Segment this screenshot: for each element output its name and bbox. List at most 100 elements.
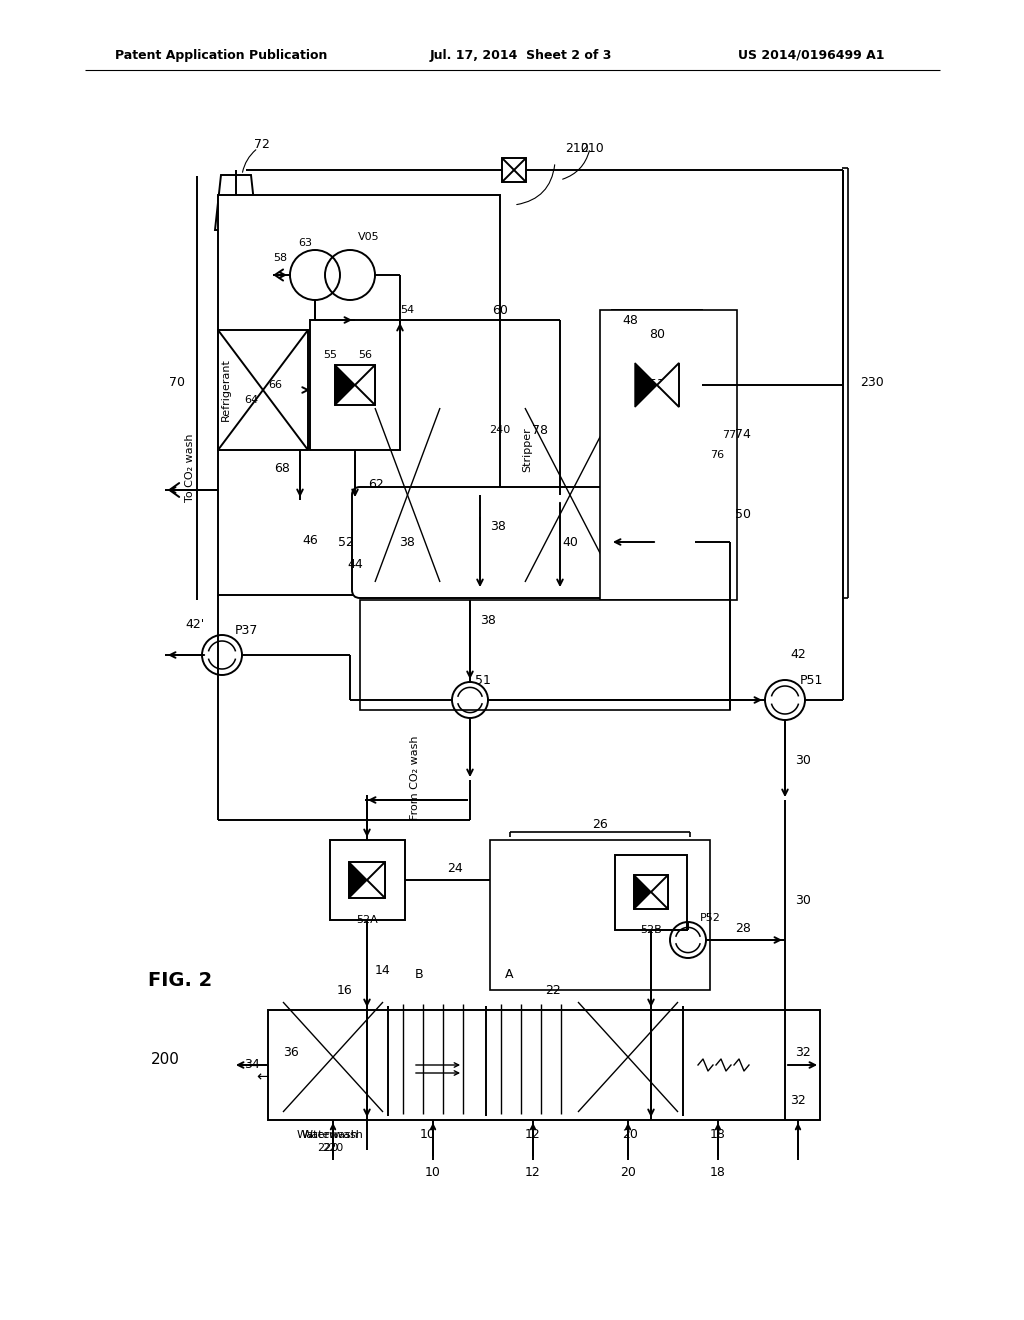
Bar <box>360 601 730 710</box>
Text: Waterwash: Waterwash <box>302 1130 364 1140</box>
Bar <box>490 840 710 990</box>
Text: Refrigerant: Refrigerant <box>221 359 231 421</box>
Text: 14: 14 <box>375 964 391 977</box>
Text: 44: 44 <box>347 558 362 572</box>
Text: V05: V05 <box>358 232 380 242</box>
Text: 30: 30 <box>795 894 811 907</box>
Text: 66: 66 <box>268 380 282 389</box>
Text: 78: 78 <box>532 424 548 437</box>
Text: 63: 63 <box>298 238 312 248</box>
Text: 74: 74 <box>735 429 751 441</box>
Text: P51: P51 <box>800 673 823 686</box>
Polygon shape <box>634 875 651 909</box>
Bar <box>600 310 737 601</box>
Text: P37: P37 <box>234 623 258 636</box>
Text: 32: 32 <box>795 1047 811 1060</box>
Text: 220: 220 <box>317 1143 339 1152</box>
Text: 34: 34 <box>245 1059 260 1072</box>
Text: 48: 48 <box>622 314 638 326</box>
Polygon shape <box>657 363 679 407</box>
Text: 28: 28 <box>735 921 751 935</box>
Bar <box>635 363 679 407</box>
Text: 56: 56 <box>358 350 372 360</box>
FancyBboxPatch shape <box>352 487 703 598</box>
Text: 200: 200 <box>151 1052 179 1068</box>
Text: 240: 240 <box>488 425 510 436</box>
Text: 10: 10 <box>425 1166 441 1179</box>
Text: 53: 53 <box>649 379 665 392</box>
Bar <box>349 862 385 898</box>
Text: 38: 38 <box>490 520 506 533</box>
Text: 20: 20 <box>622 1127 638 1140</box>
Text: 10: 10 <box>420 1127 436 1140</box>
Text: 18: 18 <box>710 1166 726 1179</box>
Text: Jul. 17, 2014  Sheet 2 of 3: Jul. 17, 2014 Sheet 2 of 3 <box>430 49 612 62</box>
Text: B: B <box>415 969 424 982</box>
Bar <box>218 330 308 450</box>
Text: 70: 70 <box>169 376 185 389</box>
Polygon shape <box>367 862 385 898</box>
Text: 58: 58 <box>273 253 287 263</box>
Text: 12: 12 <box>525 1127 541 1140</box>
Text: US 2014/0196499 A1: US 2014/0196499 A1 <box>738 49 885 62</box>
Text: 54: 54 <box>400 305 414 315</box>
Text: 52: 52 <box>338 536 354 549</box>
Text: 18: 18 <box>710 1127 726 1140</box>
Text: 210: 210 <box>565 141 589 154</box>
Bar <box>218 195 500 595</box>
Text: Patent Application Publication: Patent Application Publication <box>115 49 328 62</box>
Text: 12: 12 <box>525 1166 541 1179</box>
Text: 76: 76 <box>710 450 724 459</box>
Text: FIG. 2: FIG. 2 <box>147 970 212 990</box>
Text: 22: 22 <box>545 983 561 997</box>
Text: 68: 68 <box>274 462 290 474</box>
Bar <box>612 310 702 459</box>
Text: 60: 60 <box>492 304 508 317</box>
Polygon shape <box>349 862 367 898</box>
Text: 80: 80 <box>649 329 665 342</box>
Bar <box>268 1010 820 1119</box>
Text: To CO₂ wash: To CO₂ wash <box>185 434 195 502</box>
Text: Waterwash: Waterwash <box>297 1130 359 1140</box>
Text: 42': 42' <box>185 619 204 631</box>
Text: 51: 51 <box>475 673 490 686</box>
Polygon shape <box>635 363 657 407</box>
Bar <box>615 855 687 931</box>
Text: 16: 16 <box>336 983 352 997</box>
Bar <box>310 319 400 450</box>
Text: 32: 32 <box>790 1093 806 1106</box>
Bar <box>330 840 406 920</box>
Text: 230: 230 <box>860 376 884 389</box>
Polygon shape <box>651 875 668 909</box>
Text: 52B: 52B <box>640 925 662 935</box>
Text: 36: 36 <box>283 1047 299 1060</box>
Text: 30: 30 <box>795 754 811 767</box>
Text: 72: 72 <box>254 139 270 152</box>
Text: 38: 38 <box>480 614 496 627</box>
Text: 55: 55 <box>323 350 337 360</box>
Polygon shape <box>335 366 355 405</box>
Text: 42: 42 <box>790 648 806 661</box>
Text: A: A <box>505 969 513 982</box>
Text: 64: 64 <box>244 395 258 405</box>
Text: 220: 220 <box>323 1143 344 1152</box>
Text: 24: 24 <box>447 862 463 874</box>
Text: 26: 26 <box>592 818 608 832</box>
Text: 77: 77 <box>722 430 736 440</box>
Text: 50: 50 <box>735 508 751 521</box>
Text: 46: 46 <box>302 533 317 546</box>
Text: P52: P52 <box>700 913 721 923</box>
Text: 62: 62 <box>368 479 384 491</box>
Text: 40: 40 <box>562 536 578 549</box>
Text: Stripper: Stripper <box>522 428 532 473</box>
Polygon shape <box>355 366 375 405</box>
Text: From CO₂ wash: From CO₂ wash <box>410 735 420 820</box>
Bar <box>502 158 526 182</box>
Text: 52A: 52A <box>356 915 378 925</box>
Text: 20: 20 <box>621 1166 636 1179</box>
Text: ←: ← <box>257 1069 269 1085</box>
Bar <box>634 875 668 909</box>
Text: 38: 38 <box>399 536 415 549</box>
Bar <box>335 366 375 405</box>
Text: 210: 210 <box>580 141 604 154</box>
